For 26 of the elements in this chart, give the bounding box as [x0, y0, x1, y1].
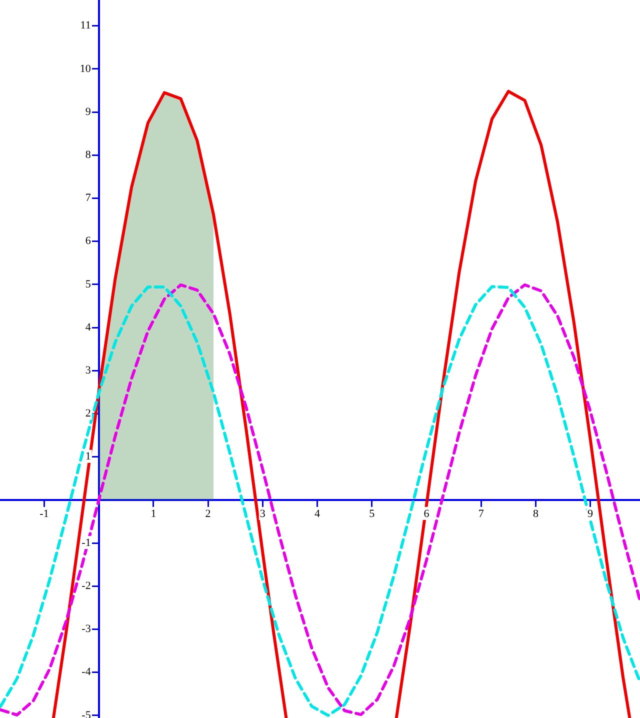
y-tick-label: 1: [85, 450, 91, 463]
y-tick-label: 2: [85, 408, 91, 420]
y-tick-label: -5: [82, 709, 92, 718]
x-tick-label: -1: [40, 508, 49, 520]
y-tick-label: 3: [85, 364, 92, 377]
x-tick-label: 4: [314, 508, 321, 520]
y-tick-label: -4: [82, 666, 92, 678]
x-tick-label: 7: [478, 508, 484, 520]
x-tick-label: 1: [150, 508, 156, 520]
y-tick-label: -1: [82, 536, 91, 549]
y-tick-label: 6: [85, 235, 92, 248]
x-tick-label: 6: [424, 508, 430, 520]
y-tick-label: 4: [85, 321, 92, 334]
y-tick-label: 8: [85, 149, 92, 162]
x-tick-label: 8: [532, 508, 539, 520]
y-tick-label: -3: [82, 623, 92, 636]
x-tick-label: 2: [205, 508, 211, 520]
y-tick-label: -2: [82, 580, 91, 592]
y-tick-label: 10: [80, 62, 92, 75]
x-tick-label: 3: [260, 508, 266, 520]
x-tick-label: 9: [588, 508, 594, 520]
y-tick-label: 5: [85, 278, 92, 290]
y-tick-label: 11: [80, 20, 91, 32]
y-tick-label: 9: [85, 106, 92, 118]
x-tick-label: 5: [369, 508, 376, 520]
y-tick-label: 7: [85, 192, 92, 204]
